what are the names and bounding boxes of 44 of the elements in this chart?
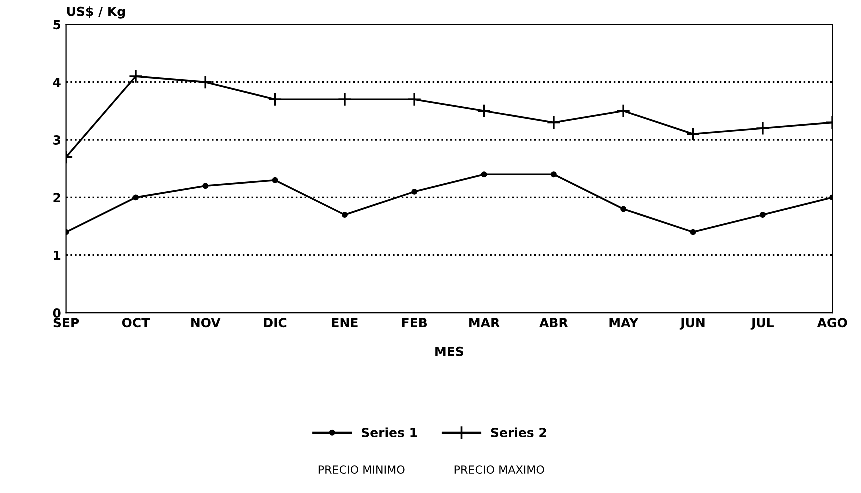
point <box>477 104 492 118</box>
point <box>268 92 282 107</box>
point <box>128 69 144 84</box>
x-tick-label: MAR <box>470 318 500 328</box>
point <box>690 229 696 236</box>
y-tick-label: 3 <box>54 135 60 145</box>
point <box>481 172 488 178</box>
point <box>272 177 278 184</box>
point <box>338 92 352 107</box>
y-tick-label: 4 <box>53 78 61 88</box>
y-tick-label: 1 <box>54 251 61 260</box>
text: PRECIO MINIMO <box>318 466 405 474</box>
point <box>407 92 422 107</box>
y-tick-label: 5 <box>54 20 61 30</box>
point <box>132 194 139 201</box>
text: PRECIO MAXIMO <box>454 466 544 474</box>
x-tick-label: SEP <box>54 318 80 328</box>
y-tick-label: 0 <box>53 308 61 318</box>
point <box>202 183 209 190</box>
y-tick-label: 2 <box>54 193 60 202</box>
point <box>412 188 418 195</box>
point <box>760 212 766 218</box>
point <box>686 127 700 142</box>
point <box>342 212 348 218</box>
x-axis-title: MES <box>436 346 464 356</box>
x-tick-label: JUL <box>750 318 774 330</box>
x-tick-label: ENE <box>332 318 358 328</box>
x-tick-label: ABR <box>540 318 568 328</box>
point <box>546 116 562 130</box>
point <box>616 104 631 118</box>
point <box>756 121 770 136</box>
x-tick-label: DIC <box>264 318 287 328</box>
x-tick-label: FEB <box>402 318 428 328</box>
x-tick-label: NOV <box>192 318 221 328</box>
legend-label: Series 1 <box>362 428 418 438</box>
legend-label: Series 2 <box>491 428 546 438</box>
point <box>550 172 557 178</box>
point <box>198 75 213 90</box>
y-axis-title: US$ / Kg <box>67 6 125 19</box>
x-tick-label: AGO <box>817 318 848 328</box>
x-tick-label: MAY <box>610 318 639 328</box>
x-tick-label: JUN <box>680 318 705 330</box>
x-tick-label: OCT <box>122 318 150 328</box>
point <box>620 206 627 212</box>
